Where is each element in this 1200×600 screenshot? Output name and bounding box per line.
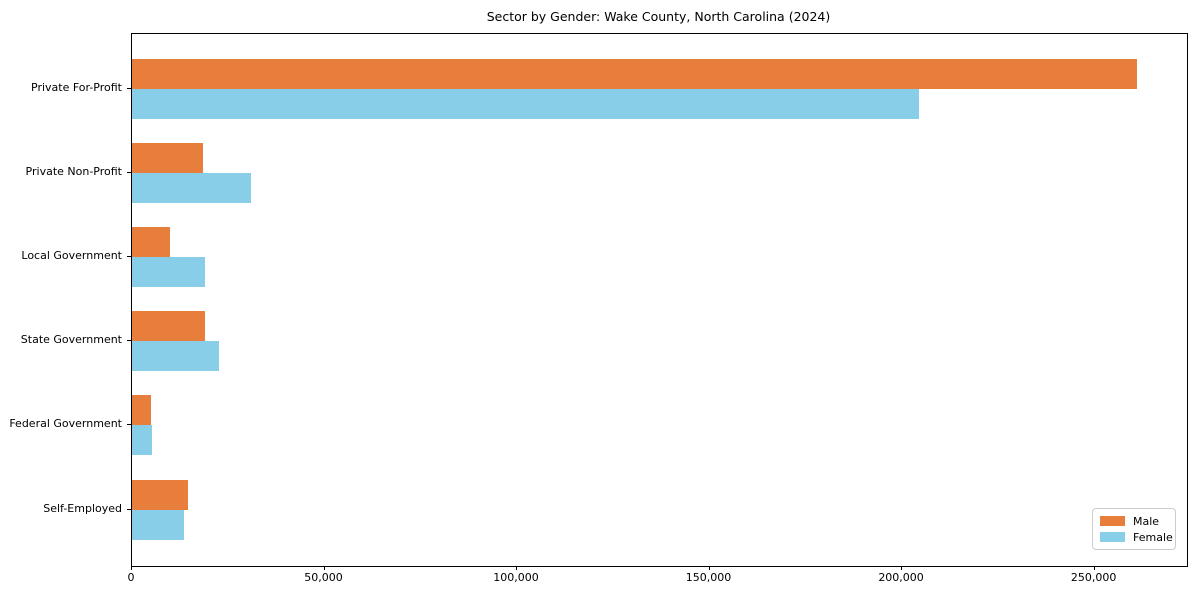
x-tick-mark — [516, 566, 518, 570]
y-tick-label-local-government: Local Government — [21, 248, 122, 262]
x-tick-label-250000: 250,000 — [1070, 571, 1117, 584]
bar-male-self-employed — [132, 479, 188, 510]
x-tick-mark — [708, 566, 710, 570]
bar-male-federal-government — [132, 395, 151, 426]
bar-male-state-government — [132, 311, 205, 342]
chart-title: Sector by Gender: Wake County, North Car… — [486, 9, 831, 24]
x-tick-mark — [901, 566, 903, 570]
bar-female-state-government — [132, 341, 219, 372]
y-tick-label-state-government: State Government — [20, 333, 122, 347]
y-tick-mark — [127, 87, 131, 89]
x-tick-label-50000: 50,000 — [304, 571, 343, 584]
bar-female-self-employed — [132, 509, 184, 540]
bar-female-federal-government — [132, 425, 152, 456]
x-tick-mark — [323, 566, 325, 570]
x-tick-label-100000: 100,000 — [493, 571, 539, 584]
y-tick-mark — [127, 171, 131, 173]
plot-area — [131, 33, 1188, 567]
x-tick-label-200000: 200,000 — [878, 571, 924, 584]
x-tick-mark — [1093, 566, 1095, 570]
legend-item-male: Male — [1100, 515, 1168, 528]
y-tick-mark — [127, 508, 131, 510]
bar-male-private-for-profit — [132, 58, 1137, 89]
y-tick-mark — [127, 340, 131, 342]
legend-label-male: Male — [1133, 514, 1160, 528]
x-tick-label-0: 0 — [127, 571, 135, 584]
y-tick-mark — [127, 424, 131, 426]
y-tick-label-private-non-profit: Private Non-Profit — [25, 164, 122, 178]
bar-male-private-non-profit — [132, 142, 203, 173]
y-tick-label-federal-government: Federal Government — [9, 417, 122, 431]
legend: Male Female — [1092, 508, 1176, 550]
legend-item-female: Female — [1100, 531, 1173, 544]
male-swatch — [1100, 516, 1125, 526]
bar-female-private-non-profit — [132, 172, 251, 203]
y-tick-mark — [127, 255, 131, 257]
bar-female-local-government — [132, 256, 205, 287]
y-tick-label-private-for-profit: Private For-Profit — [31, 80, 122, 94]
female-swatch — [1100, 532, 1125, 542]
x-tick-label-150000: 150,000 — [685, 571, 732, 584]
bar-female-private-for-profit — [132, 88, 919, 119]
legend-label-female: Female — [1133, 530, 1173, 544]
y-tick-label-self-employed: Self-Employed — [43, 501, 122, 515]
x-tick-mark — [131, 566, 132, 570]
bar-male-local-government — [132, 226, 170, 257]
